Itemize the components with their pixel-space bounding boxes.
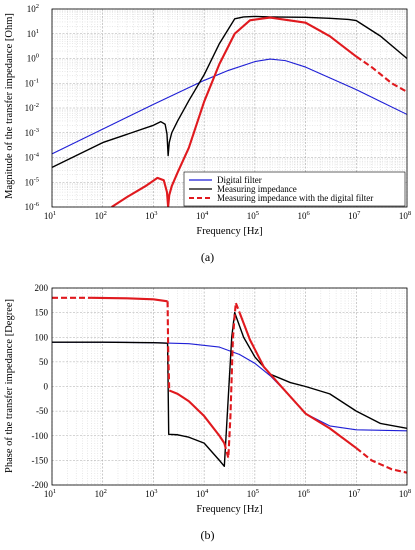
phase-chart: 101 102 103 104 105 106 107 108 200 150 100 50 0 -50 -…	[4, 283, 411, 515]
series-line-combined	[355, 447, 407, 474]
y-tick-label: -200	[32, 480, 49, 490]
legend-label: Measuring impedance with the digital fil…	[217, 193, 373, 203]
y-tick-label: -150	[32, 455, 49, 465]
x-tick-label: 103	[145, 210, 157, 221]
y-axis-label: Phase of the transfer impedance [Degree]	[4, 299, 15, 473]
y-tick-label: -50	[36, 406, 48, 416]
y-tick-label: 0	[44, 382, 49, 392]
y-tick-label: 200	[35, 283, 49, 293]
legend-label: Digital filter	[217, 175, 262, 185]
series-line-combined	[355, 55, 407, 93]
y-tick-label: 10-5	[25, 176, 39, 187]
y-tick-label: 50	[39, 357, 49, 367]
y-tick-label: 100	[35, 332, 49, 342]
x-tick-label: 102	[95, 210, 107, 221]
y-tick-label: 10-6	[25, 201, 40, 212]
legend-box	[183, 171, 406, 207]
y-tick-label: 10-4	[25, 152, 40, 163]
x-axis-label: Frequency [Hz]	[196, 226, 262, 237]
y-tick-label: 102	[27, 3, 39, 14]
y-tick-label: -100	[32, 431, 49, 441]
x-tick-label: 106	[297, 488, 310, 499]
y-tick-label: 10-1	[25, 77, 39, 88]
x-tick-label: 105	[247, 488, 259, 499]
series-line-combined	[168, 389, 226, 444]
series-line-measuring	[52, 15, 407, 168]
caption-a: (a)	[200, 250, 215, 264]
caption-b: (b)	[200, 528, 215, 542]
x-tick-label: 103	[145, 488, 157, 499]
y-tick-label: 10-2	[25, 102, 39, 113]
series-line-combined	[166, 301, 171, 391]
axes-frame	[51, 287, 408, 486]
y-tick-label: 101	[27, 28, 39, 39]
magnitude-chart: 101 102 103 104 105 106 107 108 102 101 100 10-1 10-…	[4, 3, 411, 237]
y-tick-label: 150	[35, 308, 49, 318]
x-tick-label: 105	[247, 210, 259, 221]
y-axis-label: Magnitude of the transfer impedance [Ohm…	[4, 13, 15, 199]
x-axis-label: Frequency [Hz]	[196, 504, 262, 515]
series-line-digital	[52, 58, 407, 155]
y-tick-label: 10-3	[25, 127, 39, 138]
x-tick-label: 101	[44, 210, 56, 221]
legend-label: Measuring impedance	[217, 184, 297, 194]
x-tick-label: 108	[399, 210, 411, 221]
x-tick-label: 108	[399, 488, 411, 499]
axes-frame	[51, 8, 408, 208]
x-tick-label: 104	[196, 210, 209, 221]
x-tick-label: 107	[348, 210, 361, 221]
x-tick-label: 107	[348, 488, 361, 499]
y-tick-label: 100	[27, 53, 39, 64]
grid	[51, 287, 408, 486]
x-tick-label: 104	[196, 488, 209, 499]
x-tick-label: 102	[95, 488, 107, 499]
series-line-combined	[223, 301, 241, 459]
x-tick-label: 106	[297, 210, 310, 221]
series-line-combined	[238, 312, 357, 449]
series-line-combined	[111, 16, 357, 207]
series-group	[52, 15, 407, 207]
series-group	[52, 296, 407, 474]
series-line-combined	[91, 296, 168, 303]
x-tick-label: 101	[44, 488, 56, 499]
